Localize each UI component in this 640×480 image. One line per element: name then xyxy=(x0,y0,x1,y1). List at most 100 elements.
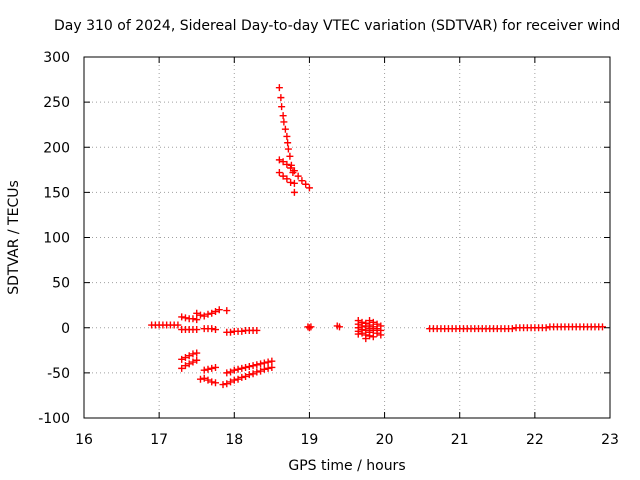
y-axis-label: SDTVAR / TECUs xyxy=(6,180,22,295)
data-point xyxy=(178,313,186,321)
data-point xyxy=(238,373,246,381)
y-tick-label: 200 xyxy=(43,140,70,156)
data-point xyxy=(193,309,201,317)
x-tick-label: 23 xyxy=(601,432,619,448)
data-point xyxy=(215,306,223,314)
data-point xyxy=(279,158,287,166)
data-point xyxy=(174,321,182,329)
data-point xyxy=(212,363,219,371)
data-point xyxy=(290,167,298,175)
data-point xyxy=(281,125,289,133)
y-tick-label: 250 xyxy=(43,95,70,111)
data-point xyxy=(279,172,287,180)
y-tick-label: 300 xyxy=(43,50,70,66)
data-point xyxy=(283,160,291,168)
data-point xyxy=(249,370,257,378)
data-point xyxy=(200,366,208,374)
data-point xyxy=(283,175,291,183)
data-point xyxy=(193,326,201,334)
data-point xyxy=(369,326,377,334)
x-tick-label: 17 xyxy=(150,432,168,448)
data-point xyxy=(230,366,238,374)
data-point xyxy=(185,352,193,360)
data-point xyxy=(185,360,193,368)
data-point xyxy=(290,179,298,187)
data-point xyxy=(358,329,366,337)
data-point xyxy=(249,362,257,370)
data-point xyxy=(253,361,261,369)
data-point xyxy=(200,374,208,382)
data-point xyxy=(284,139,292,147)
data-point xyxy=(245,363,253,371)
data-point xyxy=(181,362,189,370)
data-point xyxy=(260,359,268,367)
data-point xyxy=(305,324,313,332)
y-tick-label: -100 xyxy=(38,411,70,427)
data-point xyxy=(227,378,235,386)
x-tick-label: 16 xyxy=(75,432,93,448)
data-point xyxy=(373,329,381,337)
data-point xyxy=(286,152,294,160)
chart-title: Day 310 of 2024, Sidereal Day-to-day VTE… xyxy=(54,18,621,34)
data-point xyxy=(238,364,246,372)
data-point xyxy=(223,307,231,315)
data-point xyxy=(234,375,242,383)
data-point xyxy=(275,156,283,164)
y-tick-label: 100 xyxy=(43,231,70,247)
plot-frame xyxy=(83,56,611,419)
data-point xyxy=(238,327,246,335)
data-point xyxy=(204,365,212,373)
data-point xyxy=(178,355,186,363)
axis-ticks: 16 17 18 19 20 21 22 23 -100 -50 0 50 100 150 200 250 30… xyxy=(38,50,619,448)
data-point xyxy=(245,371,253,379)
data-point xyxy=(362,335,370,343)
data-point xyxy=(208,378,216,386)
data-point xyxy=(275,169,283,177)
data-point xyxy=(298,177,306,185)
data-point xyxy=(219,381,227,389)
data-point xyxy=(369,333,377,341)
data-point xyxy=(212,326,219,334)
data-point xyxy=(294,172,302,180)
data-point xyxy=(278,103,286,111)
x-tick-label: 20 xyxy=(376,432,394,448)
data-point xyxy=(193,349,201,357)
y-tick-label: 0 xyxy=(61,321,70,337)
data-point xyxy=(193,356,201,364)
data-point xyxy=(208,364,216,372)
data-point xyxy=(223,369,231,377)
data-point xyxy=(193,316,201,324)
data-point xyxy=(189,350,197,358)
data-point xyxy=(280,118,288,126)
data-point xyxy=(377,331,385,339)
data-point xyxy=(212,379,219,387)
data-point xyxy=(287,178,295,186)
data-point xyxy=(335,323,343,331)
data-point xyxy=(227,368,235,376)
x-tick-label: 19 xyxy=(301,432,319,448)
data-point xyxy=(253,368,261,376)
y-tick-label: -50 xyxy=(47,366,70,382)
data-point xyxy=(178,364,186,372)
data-point xyxy=(275,84,283,92)
data-point xyxy=(208,325,216,333)
x-tick-label: 22 xyxy=(526,432,544,448)
data-point xyxy=(181,354,189,362)
data-point xyxy=(305,184,313,192)
data-point xyxy=(284,145,292,153)
data-point xyxy=(302,180,310,188)
y-tick-label: 50 xyxy=(52,276,70,292)
y-tick-label: 150 xyxy=(43,185,70,201)
data-point xyxy=(204,376,212,384)
x-tick-label: 18 xyxy=(225,432,243,448)
data-point xyxy=(354,330,362,338)
data-point xyxy=(264,364,272,372)
data-point xyxy=(212,308,219,316)
data-point xyxy=(196,311,204,319)
data-point xyxy=(208,309,216,317)
data-point xyxy=(283,132,291,140)
data-point xyxy=(242,372,250,380)
data-points xyxy=(148,84,606,389)
data-point xyxy=(287,164,295,172)
